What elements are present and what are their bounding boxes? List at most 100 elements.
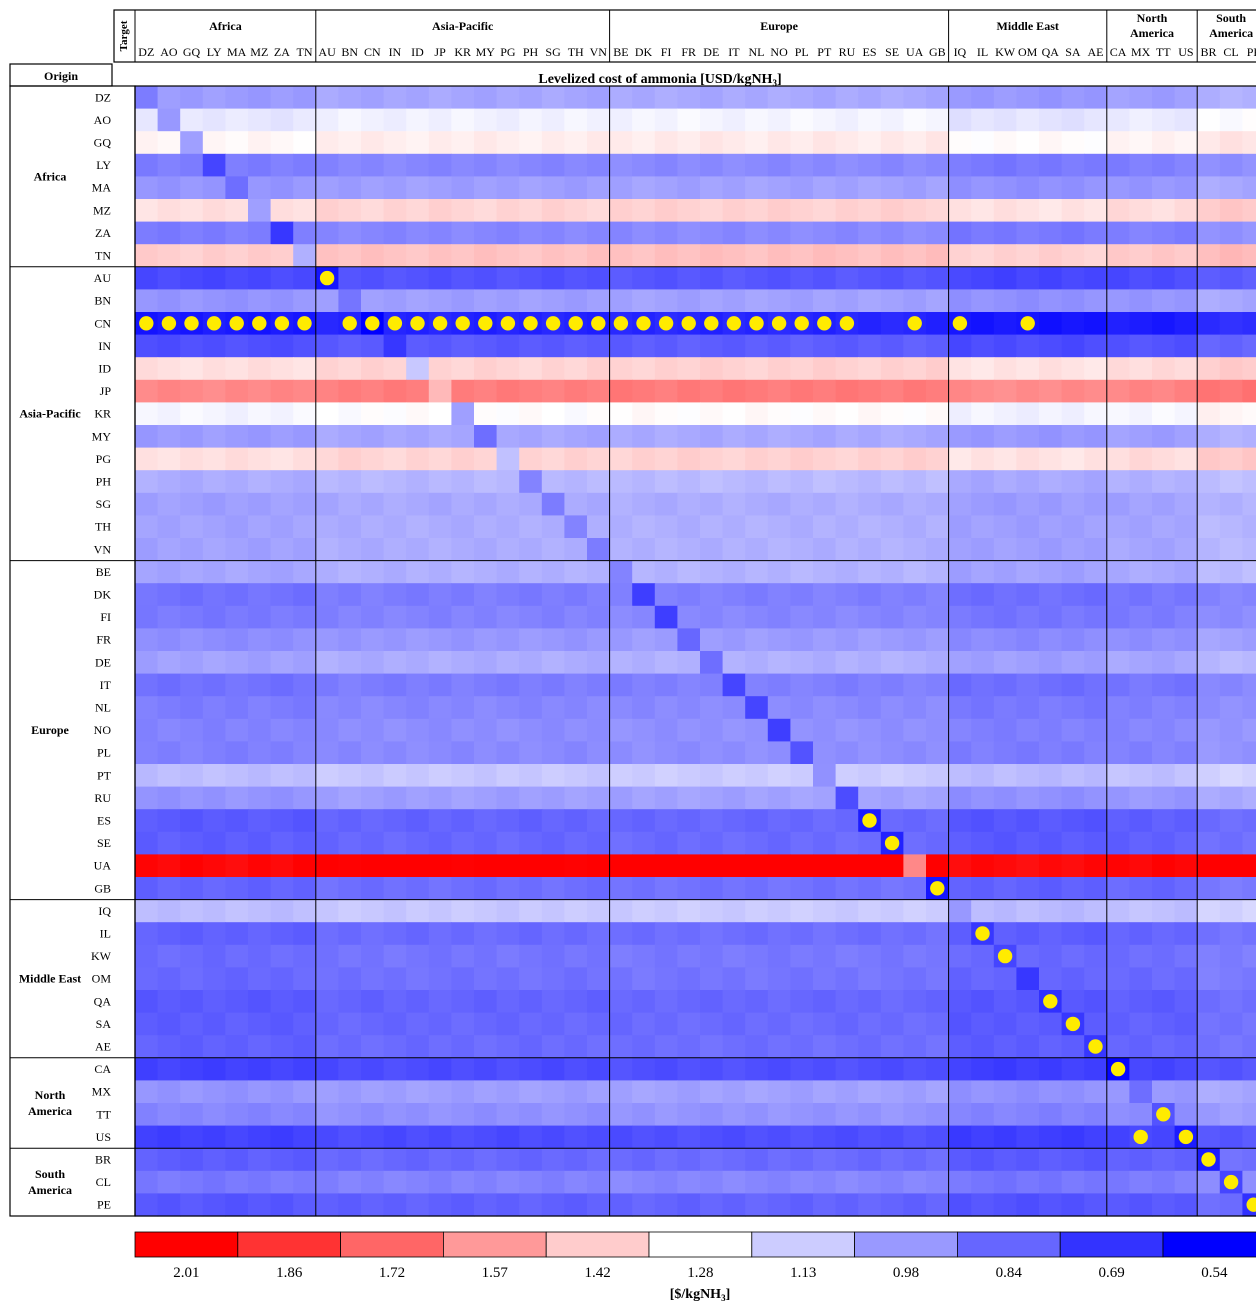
heatmap-cell [293, 922, 316, 945]
heatmap-cell [768, 583, 791, 606]
heatmap-cell [451, 900, 474, 923]
heatmap-cell [361, 719, 384, 742]
row-label: SG [96, 497, 112, 511]
heatmap-cell [1242, 900, 1256, 923]
optimal-marker [433, 316, 447, 330]
heatmap-cell [881, 854, 904, 877]
heatmap-cell [158, 651, 181, 674]
heatmap-cell [1220, 244, 1243, 267]
heatmap-cell [745, 1193, 768, 1216]
row-label: MY [92, 429, 112, 443]
heatmap-cell [1175, 741, 1198, 764]
heatmap-cell [700, 854, 723, 877]
heatmap-cell [768, 990, 791, 1013]
row-label: CA [94, 1062, 111, 1076]
heatmap-cell [1129, 515, 1152, 538]
heatmap-cell [745, 289, 768, 312]
row-label: QA [94, 994, 112, 1008]
heatmap-cell [700, 380, 723, 403]
heatmap-cell [542, 470, 565, 493]
heatmap-cell [497, 741, 520, 764]
heatmap-cell [587, 787, 610, 810]
heatmap-cell [971, 1126, 994, 1149]
heatmap-cell [610, 402, 633, 425]
heatmap-cell [836, 922, 859, 945]
heatmap-cell [474, 877, 497, 900]
heatmap-cell [1175, 1013, 1198, 1036]
heatmap-cell [180, 922, 203, 945]
heatmap-cell [1107, 448, 1130, 471]
heatmap-cell [1175, 425, 1198, 448]
heatmap-cell [384, 335, 407, 358]
heatmap-cell [836, 1080, 859, 1103]
optimal-marker [523, 316, 537, 330]
heatmap-cell [248, 448, 271, 471]
heatmap-cell [1175, 1058, 1198, 1081]
heatmap-cell [203, 990, 226, 1013]
heatmap-cell [1084, 109, 1107, 132]
heatmap-cell [790, 1013, 813, 1036]
heatmap-cell [1220, 402, 1243, 425]
heatmap-cell [610, 561, 633, 584]
heatmap-cell [903, 1035, 926, 1058]
heatmap-cell [655, 1058, 678, 1081]
heatmap-cell [248, 696, 271, 719]
heatmap-cell [225, 538, 248, 561]
heatmap-cell [1129, 425, 1152, 448]
heatmap-cell [406, 1080, 429, 1103]
heatmap-cell [926, 493, 949, 516]
heatmap-cell [384, 1148, 407, 1171]
heatmap-cell [497, 199, 520, 222]
heatmap-cell [903, 674, 926, 697]
heatmap-cell [406, 402, 429, 425]
column-label: DZ [138, 45, 154, 59]
heatmap-cell [1220, 787, 1243, 810]
heatmap-cell [542, 538, 565, 561]
heatmap-cell [1242, 561, 1256, 584]
heatmap-cell [451, 448, 474, 471]
heatmap-cell [1152, 787, 1175, 810]
heatmap-cell [519, 176, 542, 199]
heatmap-cell [564, 199, 587, 222]
heatmap-cell [655, 425, 678, 448]
colorbar-tick-label: 1.42 [584, 1265, 610, 1281]
heatmap-cell [1129, 312, 1152, 335]
heatmap-cell [338, 1103, 361, 1126]
heatmap-cell [1242, 877, 1256, 900]
heatmap-cell [768, 1058, 791, 1081]
heatmap-cell [1084, 1148, 1107, 1171]
heatmap-cell [1220, 538, 1243, 561]
heatmap-cell [700, 719, 723, 742]
heatmap-cell [632, 1171, 655, 1194]
heatmap-cell [451, 651, 474, 674]
heatmap-cell [225, 1193, 248, 1216]
heatmap-cell [564, 1013, 587, 1036]
heatmap-cell [248, 425, 271, 448]
heatmap-cell [316, 312, 339, 335]
heatmap-cell [813, 606, 836, 629]
heatmap-cell [632, 1080, 655, 1103]
heatmap-cell [700, 1193, 723, 1216]
heatmap-cell [542, 967, 565, 990]
heatmap-cell [293, 854, 316, 877]
heatmap-cell [429, 289, 452, 312]
heatmap-cell [203, 877, 226, 900]
heatmap-cell [203, 1080, 226, 1103]
heatmap-cell [293, 583, 316, 606]
heatmap-cell [632, 1035, 655, 1058]
heatmap-cell [655, 402, 678, 425]
heatmap-cell [225, 990, 248, 1013]
column-label: TH [568, 45, 584, 59]
heatmap-cell [700, 832, 723, 855]
heatmap-cell [700, 131, 723, 154]
heatmap-cell [293, 1126, 316, 1149]
heatmap-cell [293, 222, 316, 245]
heatmap-cell [406, 448, 429, 471]
heatmap-cell [903, 199, 926, 222]
heatmap-cell [745, 1058, 768, 1081]
heatmap-cell [768, 176, 791, 199]
colorbar-swatch [1060, 1232, 1163, 1257]
heatmap-cell [926, 1013, 949, 1036]
heatmap-cell [700, 154, 723, 177]
optimal-marker [704, 316, 718, 330]
